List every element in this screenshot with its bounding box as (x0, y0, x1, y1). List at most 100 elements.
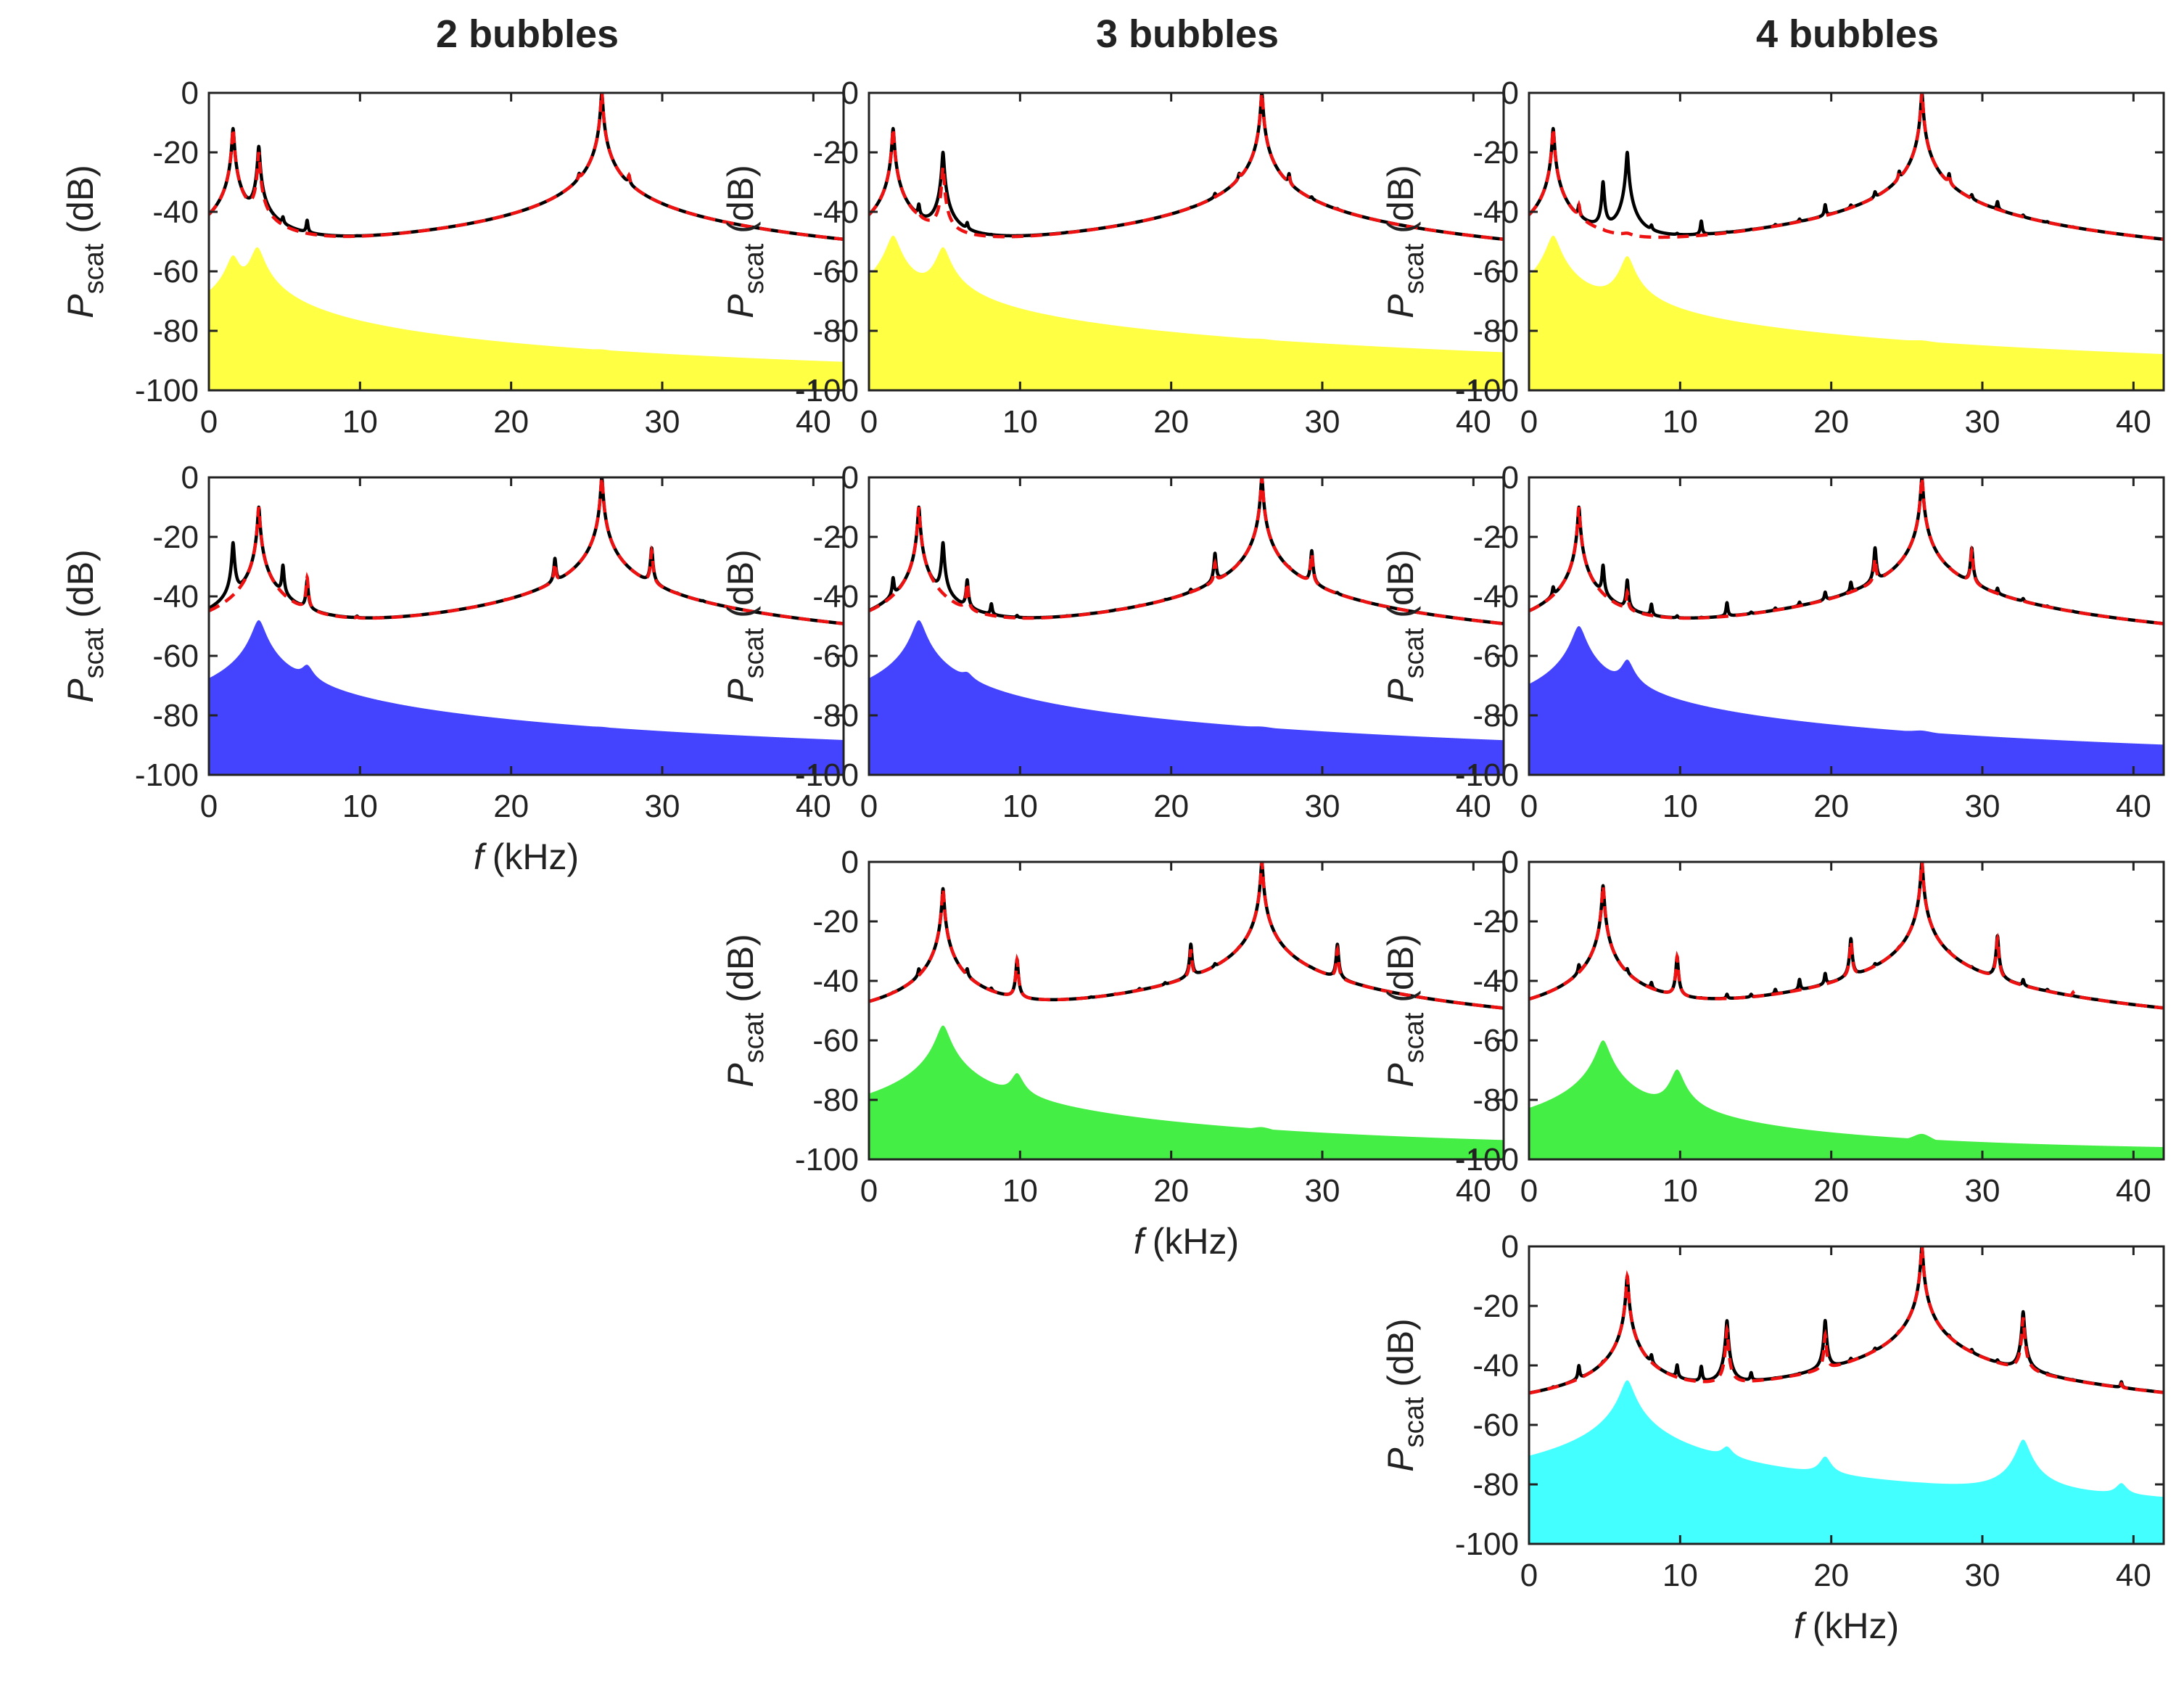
y-tick-label: -20 (812, 519, 859, 555)
x-tick-label: 20 (1813, 1173, 1849, 1209)
x-tick-label: 20 (1153, 1173, 1189, 1209)
x-tick-label: 20 (1813, 789, 1849, 824)
y-tick-label: -80 (812, 698, 859, 733)
y-tick-label: -40 (152, 579, 199, 615)
y-tick-label: -60 (152, 638, 199, 674)
envelope-area (869, 235, 1504, 390)
series-dashed-line (1529, 93, 2164, 242)
y-tick-label: -20 (1472, 135, 1519, 170)
column-title-3 bubbles: 3 bubbles (1096, 12, 1279, 56)
y-tick-label: -100 (795, 1142, 859, 1177)
x-axis-label: f (kHz) (1134, 1221, 1239, 1262)
plot-marks (869, 477, 1504, 775)
x-tick-label: 0 (1520, 404, 1538, 440)
x-tick-label: 40 (2116, 404, 2151, 440)
envelope-area (869, 620, 1504, 775)
x-tick-label: 10 (1002, 789, 1038, 824)
envelope-area (209, 620, 844, 775)
y-tick-label: -60 (152, 254, 199, 289)
y-axis-label: Pscat(dB) (1380, 1318, 1430, 1472)
x-tick-label: 40 (2116, 1173, 2151, 1209)
y-tick-label: 0 (841, 844, 859, 880)
y-tick-label: -80 (1472, 698, 1519, 733)
y-tick-label: -100 (795, 373, 859, 408)
y-tick-label: -80 (1472, 1467, 1519, 1503)
y-tick-label: -40 (1472, 963, 1519, 999)
series-dashed-line (869, 477, 1504, 625)
y-tick-label: -80 (812, 313, 859, 349)
x-tick-label: 20 (493, 789, 529, 824)
envelope-area (1529, 1040, 2164, 1159)
y-tick-label: -100 (1455, 1142, 1519, 1177)
y-tick-label: -80 (1472, 1082, 1519, 1118)
y-tick-label: -60 (1472, 254, 1519, 289)
y-tick-label: -20 (152, 519, 199, 555)
envelope-area (1529, 626, 2164, 775)
plot-marks (209, 93, 844, 390)
plot-marks (1529, 93, 2164, 390)
x-tick-label: 0 (200, 789, 218, 824)
x-tick-label: 30 (1305, 404, 1340, 440)
series-dashed-line (1529, 1246, 2164, 1395)
y-tick-label: -40 (1472, 1348, 1519, 1384)
y-tick-label: -20 (1472, 519, 1519, 555)
y-tick-label: -100 (135, 757, 199, 793)
y-tick-label: -40 (812, 579, 859, 615)
x-tick-label: 0 (860, 1173, 878, 1209)
y-tick-label: -20 (1472, 904, 1519, 940)
y-tick-label: -20 (1472, 1289, 1519, 1324)
x-tick-label: 10 (1002, 404, 1038, 440)
y-tick-label: -60 (812, 254, 859, 289)
x-tick-label: 30 (1305, 789, 1340, 824)
x-tick-label: 40 (1456, 789, 1491, 824)
x-tick-label: 10 (1002, 1173, 1038, 1209)
y-tick-label: 0 (1501, 460, 1519, 496)
axes-frame (1528, 1245, 2165, 1545)
x-tick-label: 0 (200, 404, 218, 440)
x-tick-label: 20 (1813, 404, 1849, 440)
axes-frame (207, 91, 845, 392)
x-tick-label: 20 (1153, 404, 1189, 440)
y-tick-label: -40 (1472, 579, 1519, 615)
y-tick-label: -100 (1455, 373, 1519, 408)
series-dashed-line (209, 477, 844, 625)
x-tick-label: 40 (796, 404, 831, 440)
y-axis-label: Pscat(dB) (1380, 549, 1430, 703)
y-tick-label: -20 (152, 135, 199, 170)
x-tick-label: 0 (860, 404, 878, 440)
x-tick-label: 10 (1662, 404, 1698, 440)
axes-frame (868, 476, 1505, 776)
x-tick-label: 10 (1662, 1173, 1698, 1209)
y-tick-label: 0 (841, 460, 859, 496)
y-tick-label: -60 (812, 638, 859, 674)
x-tick-label: 10 (1662, 1558, 1698, 1593)
envelope-area (869, 1025, 1504, 1159)
column-title-4-bubbles: 4 bubbles (1756, 12, 1939, 56)
x-tick-label: 10 (1662, 789, 1698, 824)
x-axis-label: f (kHz) (1794, 1606, 1899, 1646)
y-axis-label: Pscat(dB) (1380, 165, 1430, 318)
y-tick-label: -40 (812, 963, 859, 999)
x-tick-label: 30 (1965, 404, 2000, 440)
envelope-area (1529, 235, 2164, 390)
x-tick-label: 30 (645, 789, 680, 824)
axes-frame (1528, 91, 2165, 392)
y-tick-label: -40 (152, 194, 199, 230)
x-tick-label: 20 (1813, 1558, 1849, 1593)
axes-frame (1528, 860, 2165, 1161)
y-tick-label: -60 (812, 1023, 859, 1059)
axes-frame (207, 476, 845, 776)
x-tick-label: 40 (2116, 1558, 2151, 1593)
y-tick-label: -100 (795, 757, 859, 793)
y-tick-label: 0 (1501, 844, 1519, 880)
y-axis-label: Pscat(dB) (720, 934, 770, 1088)
y-tick-label: 0 (1501, 75, 1519, 111)
series-dashed-line (1529, 477, 2164, 625)
x-tick-label: 30 (1965, 1558, 2000, 1593)
